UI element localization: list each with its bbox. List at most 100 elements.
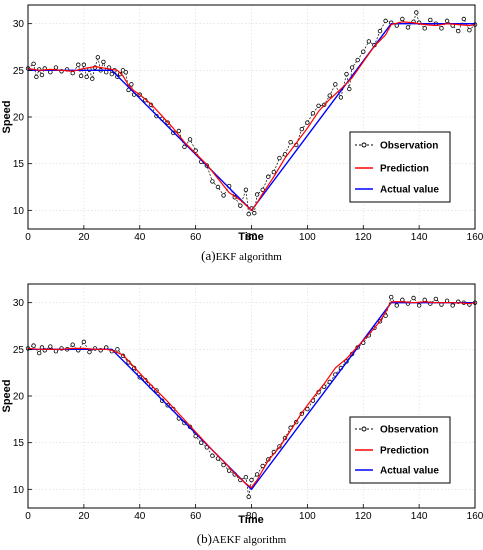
chart-a-observation-point bbox=[31, 61, 36, 66]
chart-b-ytick-label-15: 15 bbox=[13, 438, 25, 449]
chart-b-observation-point bbox=[416, 303, 422, 308]
chart-b-observation-point bbox=[411, 295, 416, 301]
chart-a-series-prediction-line bbox=[27, 21, 476, 211]
chart-a-observation-point bbox=[456, 28, 461, 34]
chart-a-observation-point bbox=[383, 18, 388, 24]
chart-a-observation-point bbox=[246, 211, 251, 217]
chart-a-ylabel: Speed bbox=[1, 100, 13, 133]
chart-b-observation-point bbox=[199, 440, 204, 445]
chart-a-observation-point bbox=[221, 193, 226, 198]
chart-a-observation-point bbox=[461, 16, 467, 22]
chart-b-observation-point bbox=[254, 472, 260, 477]
chart-b-observation-point bbox=[48, 344, 53, 349]
chart-b-observation-point bbox=[70, 342, 75, 347]
chart-b-observation-point bbox=[226, 468, 232, 473]
chart-b-legend: Observation Prediction Actual value bbox=[349, 416, 451, 484]
chart-a-observation-point bbox=[78, 73, 84, 79]
chart-a-observation-point bbox=[338, 95, 344, 100]
chart-a-observation-point bbox=[129, 82, 134, 87]
chart-a-observation-point bbox=[305, 120, 310, 125]
chart-a-legend-label-prediction: Prediction bbox=[380, 164, 429, 175]
chart-a-observation-point bbox=[238, 203, 243, 208]
chart-a-observation-point bbox=[467, 28, 472, 33]
chart-a: 0 20 40 60 80 100 120 140 160 10 15 20 25 30 Time Spe… bbox=[1, 4, 483, 263]
chart-a-observation-point bbox=[366, 39, 372, 44]
chart-a-observation-point bbox=[252, 210, 257, 216]
chart-a-observation-point bbox=[84, 74, 89, 80]
chart-b-observation-point bbox=[204, 445, 209, 450]
chart-a-observation-point bbox=[193, 148, 198, 153]
chart-a-lines bbox=[25, 10, 478, 217]
chart-b-observation-point bbox=[215, 456, 221, 461]
chart-b-legend-label-observation: Observation bbox=[380, 425, 438, 436]
chart-a-legend-label-observation: Observation bbox=[380, 141, 438, 152]
chart-a-observation-point bbox=[344, 71, 349, 77]
chart-a-caption: (a)EKF algorithm bbox=[201, 248, 282, 263]
chart-b-observation-point bbox=[305, 406, 310, 412]
chart-a-observation-point bbox=[349, 65, 355, 70]
chart-a-observation-point bbox=[282, 152, 288, 157]
chart-b-caption-label: (b) bbox=[197, 531, 212, 546]
chart-b-xlabel: Time bbox=[238, 514, 263, 526]
chart-b-legend-marker-observation bbox=[361, 426, 367, 432]
chart-b-xtick-label-40: 40 bbox=[134, 511, 146, 522]
chart-a-caption-label: (a) bbox=[201, 248, 215, 263]
chart-b-ytick-label-20: 20 bbox=[13, 392, 25, 403]
chart-a-ticks: 0 20 40 60 80 100 120 140 160 10 15 20 25 30 bbox=[13, 19, 483, 243]
chart-b-observation-point bbox=[422, 297, 427, 303]
chart-a-observation-point bbox=[101, 59, 106, 65]
chart-a-observation-point bbox=[400, 16, 405, 22]
chart-b-observation-point bbox=[81, 339, 87, 345]
chart-a-observation-point bbox=[277, 155, 282, 161]
chart-b-ylabel: Speed bbox=[1, 379, 13, 412]
chart-a-observation-point bbox=[355, 57, 360, 63]
chart-b-xtick-label-120: 120 bbox=[355, 511, 372, 522]
chart-b-observation-point bbox=[394, 303, 399, 308]
chart-b-ytick-label-10: 10 bbox=[13, 485, 25, 496]
chart-a-legend: Observation Prediction Actual value bbox=[349, 131, 451, 203]
chart-a-xtick-label-120: 120 bbox=[355, 232, 372, 243]
chart-a-observation-point bbox=[428, 17, 433, 23]
chart-a-observation-point bbox=[34, 74, 39, 80]
chart-a-observation-point bbox=[126, 87, 131, 93]
chart-a-ytick-label-15: 15 bbox=[13, 159, 25, 170]
chart-a-observation-point bbox=[95, 55, 101, 60]
chart-a-xtick-label-60: 60 bbox=[190, 232, 202, 243]
chart-b-xtick-label-140: 140 bbox=[411, 511, 428, 522]
chart-a-legend-label-actual: Actual value bbox=[380, 185, 439, 196]
chart-a-observation-point bbox=[215, 184, 221, 190]
chart-b-xtick-label-160: 160 bbox=[467, 511, 483, 522]
chart-a-observation-point bbox=[81, 62, 87, 67]
chart-a-observation-point bbox=[266, 174, 271, 179]
chart-a-observation-point bbox=[299, 126, 304, 132]
chart-b-observation-point bbox=[388, 294, 394, 300]
chart-a-observation-point bbox=[76, 62, 81, 67]
chart-a-observation-point bbox=[414, 10, 419, 15]
chart-a-observation-point bbox=[109, 71, 115, 77]
chart-b-xtick-label-100: 100 bbox=[299, 511, 316, 522]
chart-a-xtick-label-0: 0 bbox=[25, 232, 31, 243]
chart-a-xtick-label-80: 80 bbox=[246, 232, 258, 243]
chart-b-xtick-label-60: 60 bbox=[190, 511, 202, 522]
chart-a-xtick-label-100: 100 bbox=[299, 232, 316, 243]
chart-b-caption: (b)AEKF algorithm bbox=[197, 531, 287, 546]
chart-a-observation-point bbox=[347, 86, 352, 92]
chart-a-observation-point bbox=[176, 128, 182, 134]
chart-a-observation-point bbox=[271, 169, 277, 175]
chart-a-xtick-label-20: 20 bbox=[78, 232, 90, 243]
chart-b-observation-point bbox=[246, 494, 251, 499]
chart-b-ytick-label-30: 30 bbox=[13, 298, 25, 309]
chart-b: 0 20 40 60 80 100 120 140 160 10 15 20 25 30 Time Spe… bbox=[1, 283, 483, 546]
chart-a-legend-marker-observation bbox=[361, 142, 367, 148]
chart-a-observation-point bbox=[316, 103, 321, 108]
chart-a-xlabel: Time bbox=[238, 231, 263, 243]
chart-b-observation-point bbox=[433, 296, 439, 302]
chart-a-ytick-label-10: 10 bbox=[13, 206, 25, 217]
chart-a-observation-point bbox=[422, 26, 427, 31]
chart-b-observation-point bbox=[450, 303, 455, 308]
chart-a-observation-point bbox=[123, 69, 128, 75]
chart-a-observation-point bbox=[90, 76, 95, 81]
chart-a-xtick-label-160: 160 bbox=[467, 232, 483, 243]
chart-a-observation-point bbox=[254, 192, 260, 197]
